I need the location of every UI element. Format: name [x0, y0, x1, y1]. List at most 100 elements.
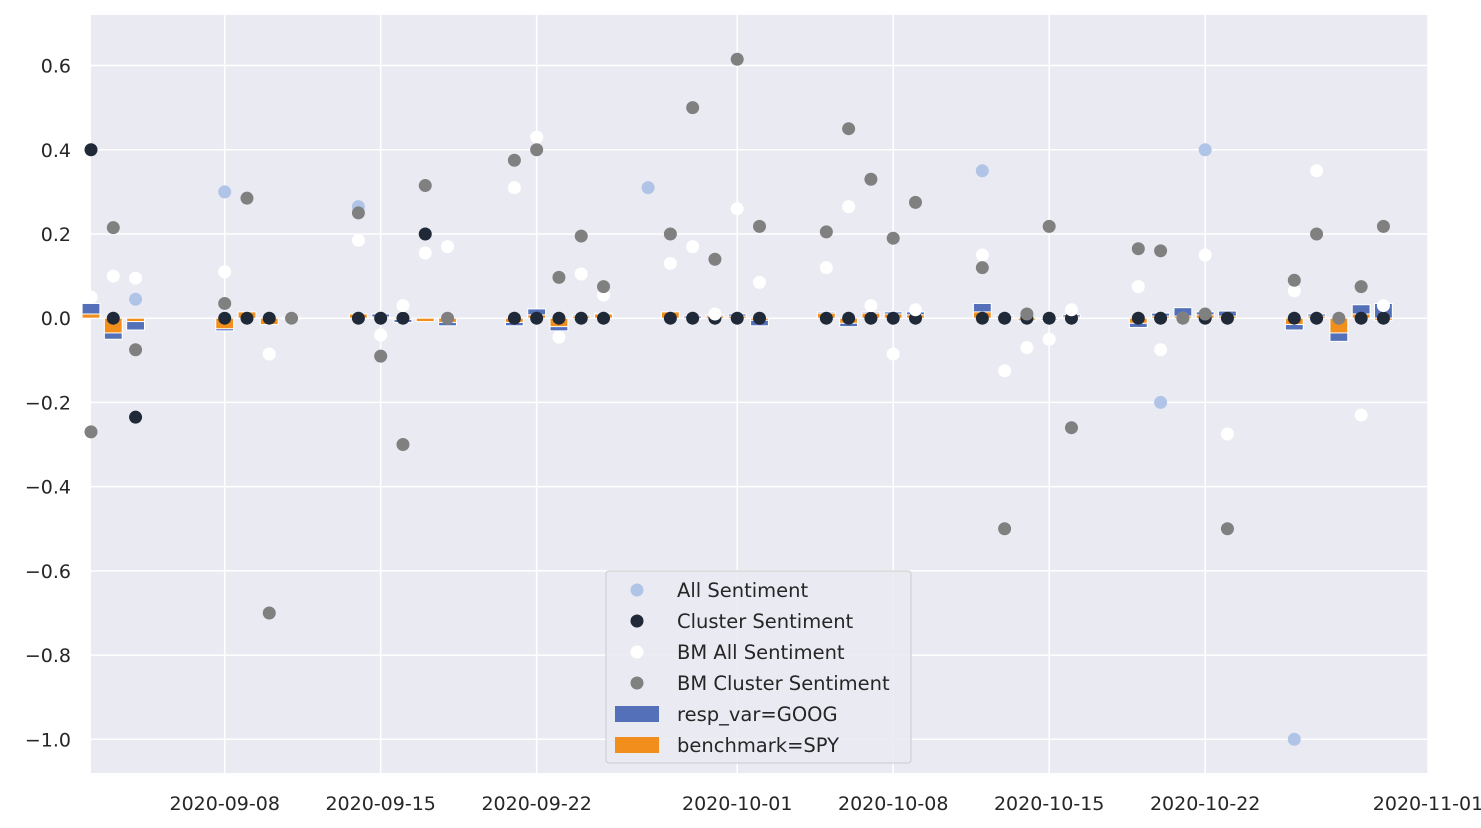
- point: [84, 290, 98, 304]
- point: [1287, 284, 1301, 298]
- x-tick-label: 2020-09-22: [481, 793, 591, 815]
- point: [418, 246, 432, 260]
- point: [552, 311, 566, 325]
- point: [1354, 311, 1368, 325]
- point: [886, 347, 900, 361]
- y-tick-label: −0.2: [25, 392, 71, 414]
- point: [351, 311, 365, 325]
- point: [1198, 248, 1212, 262]
- point: [374, 311, 388, 325]
- point: [374, 328, 388, 342]
- point: [418, 179, 432, 193]
- point: [1376, 219, 1390, 233]
- y-tick-label: −0.4: [25, 477, 71, 499]
- legend-swatch: [615, 737, 659, 753]
- point: [1310, 311, 1324, 325]
- point: [686, 101, 700, 115]
- point: [129, 271, 143, 285]
- point: [418, 227, 432, 241]
- point: [396, 311, 410, 325]
- x-axis: 2020-09-08 2020-09-15 2020-09-22 2020-10-01…: [169, 793, 1481, 815]
- point: [1154, 343, 1168, 357]
- x-tick-label: 2020-11-01: [1373, 793, 1481, 815]
- legend-label: All Sentiment: [677, 579, 809, 602]
- point: [507, 311, 521, 325]
- point: [84, 425, 98, 439]
- point: [753, 311, 766, 325]
- point: [597, 311, 611, 325]
- point: [819, 311, 833, 325]
- point: [129, 292, 143, 306]
- point: [908, 303, 922, 317]
- point: [1310, 164, 1324, 178]
- x-tick-label: 2020-10-22: [1150, 793, 1260, 815]
- point: [842, 122, 856, 136]
- point: [351, 206, 365, 220]
- point: [441, 311, 455, 325]
- point: [1176, 311, 1190, 325]
- point: [730, 202, 744, 216]
- y-tick-label: 0.0: [41, 308, 71, 330]
- point: [1064, 421, 1078, 435]
- point: [129, 343, 143, 357]
- bar: [126, 317, 145, 323]
- point: [1154, 311, 1168, 325]
- point: [975, 311, 989, 325]
- point: [1020, 341, 1034, 355]
- legend-label: resp_var=GOOG: [677, 703, 838, 726]
- legend-marker: [630, 676, 644, 690]
- point: [1220, 427, 1234, 441]
- legend-label: BM Cluster Sentiment: [677, 672, 890, 695]
- point: [218, 311, 232, 325]
- point: [106, 311, 120, 325]
- point: [886, 311, 900, 325]
- y-tick-label: 0.4: [41, 140, 71, 162]
- point: [1064, 303, 1078, 317]
- legend-label: benchmark=SPY: [677, 734, 839, 757]
- point: [708, 252, 722, 266]
- point: [552, 330, 566, 344]
- point: [730, 311, 744, 325]
- point: [686, 240, 700, 254]
- legend-box: [605, 570, 912, 764]
- point: [1332, 311, 1346, 325]
- point: [552, 270, 566, 284]
- point: [530, 311, 544, 325]
- point: [1310, 227, 1324, 241]
- point: [1042, 219, 1056, 233]
- point: [975, 248, 989, 262]
- point: [441, 240, 455, 254]
- point: [1131, 242, 1145, 256]
- point: [663, 311, 677, 325]
- point: [1198, 307, 1212, 321]
- point: [84, 143, 98, 157]
- point-marks: [84, 52, 1390, 746]
- point: [1287, 273, 1301, 287]
- point: [975, 261, 989, 275]
- point: [1042, 311, 1056, 325]
- point: [351, 233, 365, 247]
- x-tick-label: 2020-09-15: [325, 793, 435, 815]
- point: [1154, 244, 1168, 258]
- point: [240, 191, 254, 205]
- point: [106, 269, 120, 283]
- point: [819, 225, 833, 239]
- point: [574, 267, 588, 281]
- point: [1131, 311, 1145, 325]
- point: [1376, 299, 1390, 313]
- point: [708, 307, 722, 321]
- point: [1020, 307, 1034, 321]
- bar: [81, 313, 101, 319]
- x-tick-label: 2020-10-08: [838, 793, 948, 815]
- point: [1131, 280, 1145, 294]
- point: [1354, 408, 1368, 422]
- point: [998, 522, 1012, 536]
- point: [507, 181, 521, 195]
- point: [886, 231, 900, 245]
- point: [218, 265, 232, 279]
- legend-marker: [630, 583, 644, 597]
- y-tick-label: −1.0: [25, 729, 71, 751]
- point: [1287, 311, 1301, 325]
- point: [1220, 311, 1234, 325]
- point: [864, 311, 878, 325]
